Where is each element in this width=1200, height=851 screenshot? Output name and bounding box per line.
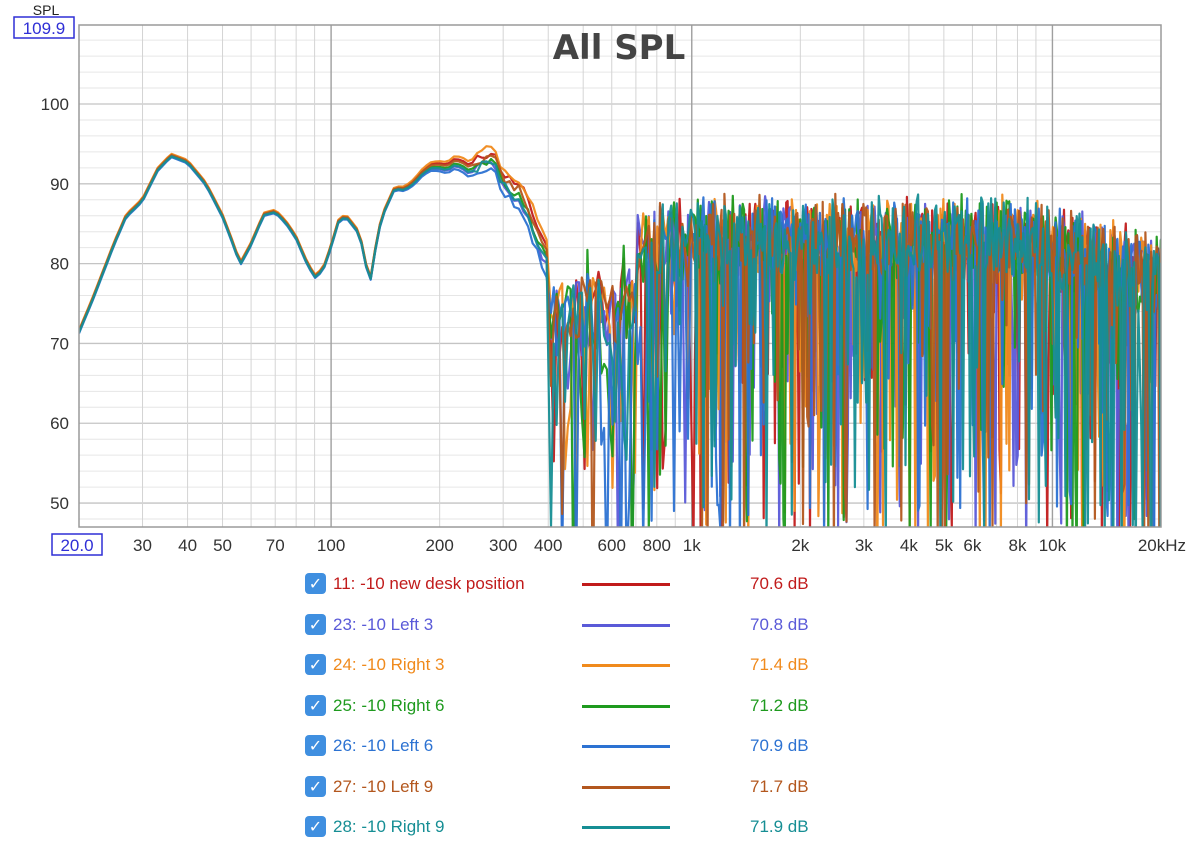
- x-tick-label: 8k: [1008, 536, 1026, 555]
- legend-line-swatch: [582, 583, 670, 586]
- legend-line-swatch: [582, 623, 670, 627]
- series-visibility-checkbox[interactable]: ✓: [305, 735, 326, 756]
- y-max-box[interactable]: 109.9: [13, 16, 75, 39]
- legend-row: ✓ 26: -10 Left 6 70.9 dB: [305, 728, 865, 769]
- x-tick-label: 100: [317, 536, 345, 555]
- series-visibility-checkbox[interactable]: ✓: [305, 694, 326, 716]
- legend-spl-value: 71.2 dB: [750, 695, 809, 715]
- x-tick-label: 40: [178, 536, 197, 555]
- x-tick-label: 5k: [935, 536, 953, 555]
- legend-row: ✓ 25: -10 Right 6 71.2 dB: [305, 688, 865, 729]
- x-tick-label: 4k: [900, 536, 918, 555]
- legend-series-label[interactable]: 28: -10 Right 9: [333, 817, 445, 836]
- legend-row: ✓ 23: -10 Left 3 70.8 dB: [305, 607, 865, 648]
- x-tick-label: 20kHz: [1138, 536, 1186, 555]
- y-axis-label: SPL: [33, 2, 60, 18]
- legend-spl-value: 70.6 dB: [750, 574, 809, 593]
- legend-series-label[interactable]: 11: -10 new desk position: [333, 574, 525, 593]
- x-tick-label: 3k: [855, 536, 873, 555]
- legend-line-swatch: [582, 826, 670, 829]
- x-tick-label: 600: [598, 536, 626, 555]
- legend-row: ✓ 11: -10 new desk position 70.6 dB: [305, 566, 865, 607]
- legend-series-label[interactable]: 24: -10 Right 3: [333, 655, 445, 674]
- y-max-value: 109.9: [23, 19, 66, 38]
- spl-series-line: [79, 155, 1161, 527]
- y-tick-label: 80: [50, 255, 69, 274]
- x-tick-label: 300: [489, 536, 517, 555]
- legend-row: ✓ 28: -10 Right 9 71.9 dB: [305, 809, 865, 850]
- x-tick-label: 200: [425, 536, 453, 555]
- x-min-value: 20.0: [60, 536, 93, 555]
- legend-line-swatch: [582, 704, 670, 708]
- x-tick-label: 400: [534, 536, 562, 555]
- legend-line-swatch: [582, 745, 670, 748]
- plot-frame: [78, 24, 1162, 528]
- y-tick-label: 100: [41, 95, 69, 114]
- series-visibility-checkbox[interactable]: ✓: [305, 613, 326, 635]
- y-tick-label: 50: [50, 494, 69, 513]
- y-tick-label: 70: [50, 334, 69, 353]
- y-tick-labels: 100 90 80 70 60 50: [41, 95, 69, 513]
- legend-series-label[interactable]: 23: -10 Left 3: [333, 614, 434, 634]
- legend-spl-value: 71.7 dB: [750, 776, 809, 796]
- legend-series-label[interactable]: 27: -10 Left 9: [333, 776, 434, 796]
- x-tick-label: 70: [266, 536, 285, 555]
- x-tick-label: 1k: [683, 536, 701, 555]
- legend-spl-value: 71.9 dB: [750, 817, 809, 836]
- legend-series-label[interactable]: 25: -10 Right 6: [333, 695, 445, 715]
- x-tick-label: 50: [213, 536, 232, 555]
- series-visibility-checkbox[interactable]: ✓: [305, 573, 326, 594]
- legend-row: ✓ 27: -10 Left 9 71.7 dB: [305, 769, 865, 810]
- spl-chart: All SPL SPL 109.9 20.0 30 40 50 70 100 200 300…: [13, 2, 1186, 556]
- chart-title: All SPL: [553, 28, 686, 68]
- legend: ✓ 11: -10 new desk position 70.6 dB ✓ 23: -1…: [305, 566, 865, 850]
- legend-row: ✓ 24: -10 Right 3 71.4 dB: [305, 647, 865, 688]
- legend-line-swatch: [582, 664, 670, 667]
- x-tick-label: 30: [133, 536, 152, 555]
- legend-spl-value: 70.8 dB: [750, 614, 809, 634]
- x-min-box[interactable]: 20.0: [51, 533, 103, 556]
- legend-line-swatch: [582, 785, 670, 789]
- series-visibility-checkbox[interactable]: ✓: [305, 654, 326, 675]
- series-lines: [79, 145, 1161, 527]
- series-visibility-checkbox[interactable]: ✓: [305, 816, 326, 837]
- x-tick-label: 10k: [1039, 536, 1067, 555]
- x-tick-label: 2k: [791, 536, 809, 555]
- legend-spl-value: 71.4 dB: [750, 655, 809, 674]
- series-visibility-checkbox[interactable]: ✓: [305, 775, 326, 797]
- x-tick-label: 800: [643, 536, 671, 555]
- x-tick-label: 6k: [963, 536, 981, 555]
- y-tick-label: 90: [50, 175, 69, 194]
- legend-series-label[interactable]: 26: -10 Left 6: [333, 736, 434, 755]
- y-tick-label: 60: [50, 414, 69, 433]
- legend-spl-value: 70.9 dB: [750, 736, 809, 755]
- x-tick-labels: 30 40 50 70 100 200 300 400 600 800 1k 2k 3k 4k 5k 6k 8k…: [133, 536, 1186, 555]
